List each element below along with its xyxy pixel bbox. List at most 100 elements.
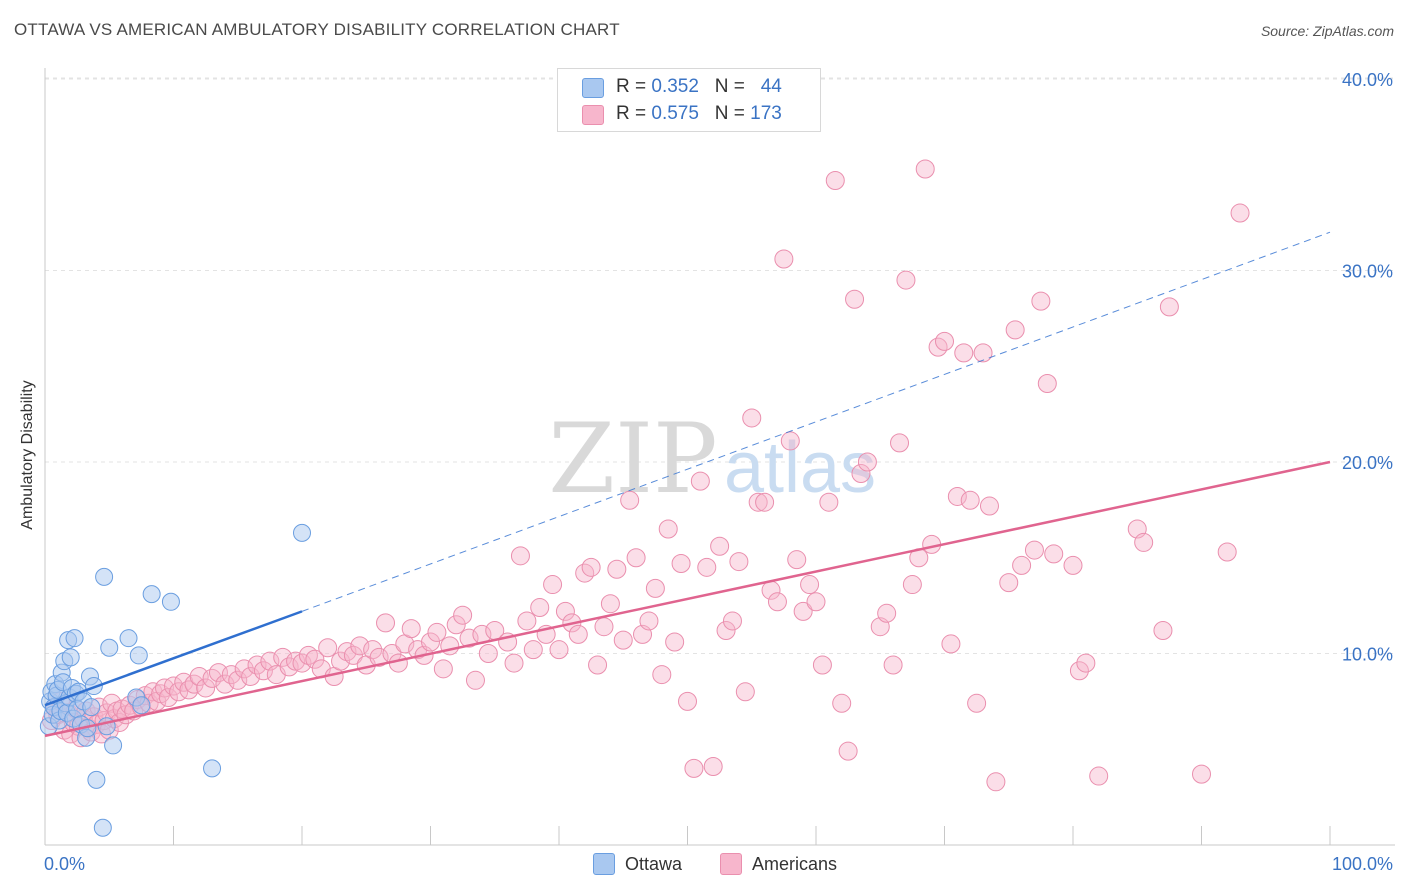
ottawa-point xyxy=(293,523,311,542)
americans-point xyxy=(543,575,563,595)
americans-point xyxy=(1012,555,1032,575)
ottawa-point xyxy=(100,638,119,657)
americans-point xyxy=(793,601,813,621)
americans-point xyxy=(941,634,961,654)
americans-point xyxy=(478,644,498,663)
americans-point xyxy=(401,619,421,639)
americans-point xyxy=(787,550,807,570)
americans-point xyxy=(671,553,691,573)
americans-legend-swatch xyxy=(720,853,742,875)
trend-lines xyxy=(44,231,1331,738)
americans-point xyxy=(703,756,723,776)
americans-point xyxy=(363,640,383,660)
y-tick-label: 40.0% xyxy=(1342,70,1393,90)
americans-point xyxy=(241,666,261,686)
ottawa-legend-swatch xyxy=(593,853,615,875)
americans-point xyxy=(825,170,845,190)
americans-point xyxy=(568,624,588,644)
ottawa-point xyxy=(82,698,101,717)
americans-point xyxy=(973,343,993,363)
americans-point xyxy=(530,598,550,618)
ottawa-point xyxy=(104,736,123,755)
axes xyxy=(44,68,1395,846)
americans-point xyxy=(1044,544,1064,564)
americans-point xyxy=(960,490,980,510)
americans-point xyxy=(986,772,1006,792)
americans-point xyxy=(684,758,704,778)
americans-point xyxy=(433,659,453,679)
americans-point xyxy=(645,578,665,598)
watermark: ZIP atlas xyxy=(548,403,876,515)
americans-point xyxy=(697,557,717,577)
americans-point xyxy=(1063,555,1083,575)
americans-point xyxy=(883,655,903,675)
americans-point xyxy=(812,655,832,675)
tick-labels: 10.0% 20.0% 30.0% 40.0% 0.0% 100.0% xyxy=(44,70,1393,874)
y-tick-label: 20.0% xyxy=(1342,453,1393,473)
ottawa-point xyxy=(142,585,161,604)
americans-trend-line xyxy=(44,460,1331,738)
americans-point xyxy=(504,653,524,673)
r-label: R = xyxy=(616,76,652,97)
americans-point xyxy=(273,647,293,667)
americans-point xyxy=(819,492,839,512)
americans-point xyxy=(158,688,178,708)
americans-point xyxy=(215,674,235,694)
americans-point xyxy=(453,605,473,625)
americans-point xyxy=(678,691,697,711)
americans-point xyxy=(652,665,672,685)
americans-point xyxy=(896,270,916,290)
americans-point xyxy=(915,159,935,179)
source-note: Source: ZipAtlas.com xyxy=(1260,23,1394,39)
americans-point xyxy=(446,615,466,635)
americans-point xyxy=(465,670,485,690)
americans-point xyxy=(857,452,877,472)
stats-box: R = 0.352 N = 44 R = 0.575 N = 173 xyxy=(557,68,821,132)
ottawa-point xyxy=(129,646,148,665)
americans-point xyxy=(305,649,325,669)
americans-point xyxy=(838,741,858,761)
ottawa-point xyxy=(161,592,180,611)
americans-point xyxy=(1153,621,1173,641)
americans-point xyxy=(376,613,396,633)
americans-point xyxy=(979,496,999,516)
n-label: N = xyxy=(714,103,751,124)
americans-point xyxy=(228,670,248,690)
n-value: 173 xyxy=(750,103,782,124)
americans-point xyxy=(164,676,183,696)
n-value: 44 xyxy=(760,76,782,97)
americans-point xyxy=(1134,532,1154,552)
stats-text-americans: R = 0.575 N = 173 xyxy=(616,102,782,126)
americans-point xyxy=(658,519,678,539)
americans-point xyxy=(1230,203,1250,223)
americans-point xyxy=(523,640,543,660)
ottawa-point xyxy=(119,629,138,648)
americans-point xyxy=(620,490,640,510)
americans-point xyxy=(890,433,910,453)
americans-point xyxy=(800,575,820,595)
stats-text-ottawa: R = 0.352 N = 44 xyxy=(616,75,782,99)
americans-point xyxy=(690,471,710,491)
americans-point xyxy=(729,552,749,572)
n-label: N = xyxy=(714,76,751,97)
americans-point xyxy=(755,492,775,512)
americans-point xyxy=(710,536,730,556)
legend-label-ottawa: Ottawa xyxy=(625,854,683,874)
americans-point xyxy=(665,632,685,652)
americans-point xyxy=(343,645,363,665)
americans-point xyxy=(626,548,646,568)
americans-point xyxy=(845,289,865,309)
americans-point xyxy=(735,682,755,702)
americans-point xyxy=(1024,540,1044,560)
americans-point xyxy=(832,693,852,713)
watermark-zip: ZIP xyxy=(548,403,717,515)
americans-point xyxy=(286,651,306,671)
americans-point xyxy=(1069,661,1089,681)
ottawa-point xyxy=(95,567,114,586)
americans-point xyxy=(877,603,897,623)
americans-point xyxy=(234,659,254,679)
ottawa-point xyxy=(132,696,151,715)
ottawa-points xyxy=(39,523,311,837)
americans-point xyxy=(774,249,794,269)
